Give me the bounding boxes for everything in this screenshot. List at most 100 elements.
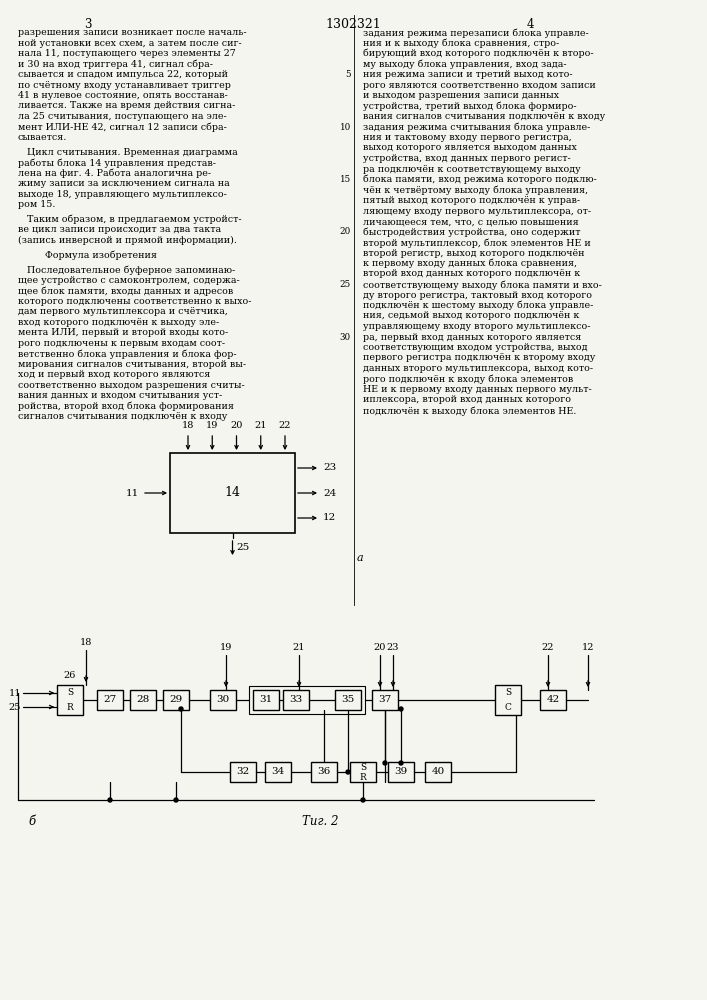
Text: 30: 30 xyxy=(216,696,230,704)
Text: сигналов считывания подключён к входу: сигналов считывания подключён к входу xyxy=(18,412,228,421)
Text: 27: 27 xyxy=(103,696,117,704)
Text: 41 в нулевое состояние, опять восстанав-: 41 в нулевое состояние, опять восстанав- xyxy=(18,91,228,100)
Text: 21: 21 xyxy=(293,643,305,652)
Text: 14: 14 xyxy=(225,487,240,499)
Text: и выходом разрешения записи данных: и выходом разрешения записи данных xyxy=(363,91,559,100)
Text: соответствующим входом устройства, выход: соответствующим входом устройства, выход xyxy=(363,343,588,352)
Bar xyxy=(335,690,361,710)
Text: 29: 29 xyxy=(170,696,182,704)
Text: ра подключён к соответствующему выходу: ра подключён к соответствующему выходу xyxy=(363,164,580,174)
Text: иплексора, второй вход данных которого: иплексора, второй вход данных которого xyxy=(363,395,571,404)
Text: 28: 28 xyxy=(136,696,150,704)
Text: ла 25 считывания, поступающего на эле-: ла 25 считывания, поступающего на эле- xyxy=(18,112,227,121)
Circle shape xyxy=(179,707,183,711)
Text: 12: 12 xyxy=(582,643,595,652)
Text: ливается. Также на время действия сигна-: ливается. Также на время действия сигна- xyxy=(18,102,235,110)
Bar xyxy=(210,690,236,710)
Text: щее устройство с самоконтролем, содержа-: щее устройство с самоконтролем, содержа- xyxy=(18,276,240,285)
Text: ду второго регистра, тактовый вход которого: ду второго регистра, тактовый вход котор… xyxy=(363,290,592,300)
Text: управляющему входу второго мультиплексо-: управляющему входу второго мультиплексо- xyxy=(363,322,590,331)
Text: 15: 15 xyxy=(340,175,351,184)
Circle shape xyxy=(346,770,350,774)
Text: соответственно выходом разрешения считы-: соответственно выходом разрешения считы- xyxy=(18,381,245,390)
Bar xyxy=(249,686,365,714)
Text: R: R xyxy=(360,772,366,782)
Bar xyxy=(388,762,414,782)
Text: мента ИЛИ, первый и второй входы кото-: мента ИЛИ, первый и второй входы кото- xyxy=(18,328,228,337)
Text: 25: 25 xyxy=(8,702,21,712)
Text: ния и к выходу блока сравнения, стро-: ния и к выходу блока сравнения, стро- xyxy=(363,38,559,48)
Text: быстродействия устройства, оно содержит: быстродействия устройства, оно содержит xyxy=(363,228,580,237)
Text: ра, первый вход данных которого является: ра, первый вход данных которого является xyxy=(363,332,581,342)
Text: 25: 25 xyxy=(340,280,351,289)
Text: и 30 на вход триггера 41, сигнал сбра-: и 30 на вход триггера 41, сигнал сбра- xyxy=(18,60,213,69)
Text: второй мультиплексор, блок элементов НЕ и: второй мультиплексор, блок элементов НЕ … xyxy=(363,238,591,247)
Text: S: S xyxy=(505,688,511,697)
Text: ройства, второй вход блока формирования: ройства, второй вход блока формирования xyxy=(18,402,234,411)
Text: 19: 19 xyxy=(220,643,232,652)
Text: устройства, вход данных первого регист-: устройства, вход данных первого регист- xyxy=(363,154,571,163)
Text: ния, седьмой выход которого подключён к: ния, седьмой выход которого подключён к xyxy=(363,312,579,320)
Text: Τиг. 2: Τиг. 2 xyxy=(302,815,338,828)
Text: 23: 23 xyxy=(323,464,337,473)
Text: бирующий вход которого подключён к второ-: бирующий вход которого подключён к второ… xyxy=(363,49,594,58)
Text: (запись инверсной и прямой информации).: (запись инверсной и прямой информации). xyxy=(18,236,237,245)
Text: 20: 20 xyxy=(230,421,243,430)
Text: вход которого подключён к выходу эле-: вход которого подключён к выходу эле- xyxy=(18,318,219,327)
Text: ход и первый вход которого являются: ход и первый вход которого являются xyxy=(18,370,211,379)
Text: 1302321: 1302321 xyxy=(325,18,381,31)
Text: ния режима записи и третий выход кото-: ния режима записи и третий выход кото- xyxy=(363,70,573,79)
Bar xyxy=(170,453,295,533)
Text: мирования сигналов считывания, второй вы-: мирования сигналов считывания, второй вы… xyxy=(18,360,246,369)
Text: которого подключены соответственно к выхо-: которого подключены соответственно к вых… xyxy=(18,297,252,306)
Text: 40: 40 xyxy=(431,768,445,776)
Text: 24: 24 xyxy=(323,488,337,497)
Text: 3: 3 xyxy=(84,18,92,31)
Text: ве цикл записи происходит за два такта: ве цикл записи происходит за два такта xyxy=(18,225,221,234)
Text: 19: 19 xyxy=(206,421,218,430)
Text: 20: 20 xyxy=(374,643,386,652)
Text: 39: 39 xyxy=(395,768,408,776)
Text: дам первого мультиплексора и счётчика,: дам первого мультиплексора и счётчика, xyxy=(18,307,228,316)
Text: работы блока 14 управления представ-: работы блока 14 управления представ- xyxy=(18,158,216,168)
Text: 26: 26 xyxy=(64,671,76,680)
Text: мент ИЛИ-НЕ 42, сигнал 12 записи сбра-: мент ИЛИ-НЕ 42, сигнал 12 записи сбра- xyxy=(18,122,227,132)
Text: 21: 21 xyxy=(255,421,267,430)
Text: 20: 20 xyxy=(340,228,351,236)
Bar xyxy=(283,690,309,710)
Text: выходе 18, управляющего мультиплексо-: выходе 18, управляющего мультиплексо- xyxy=(18,190,227,199)
Text: соответствующему выходу блока памяти и вхо-: соответствующему выходу блока памяти и в… xyxy=(363,280,602,290)
Text: 11: 11 xyxy=(126,488,139,497)
Text: пятый выход которого подключён к управ-: пятый выход которого подключён к управ- xyxy=(363,196,580,205)
Text: б: б xyxy=(28,815,35,828)
Text: R: R xyxy=(66,703,74,712)
Text: ния и тактовому входу первого регистра,: ния и тактовому входу первого регистра, xyxy=(363,133,572,142)
Text: личающееся тем, что, с целью повышения: личающееся тем, что, с целью повышения xyxy=(363,217,579,226)
Text: выход которого является выходом данных: выход которого является выходом данных xyxy=(363,143,577,152)
Text: нала 11, поступающего через элементы 27: нала 11, поступающего через элементы 27 xyxy=(18,49,235,58)
Text: второй вход данных которого подключён к: второй вход данных которого подключён к xyxy=(363,269,580,278)
Text: 18: 18 xyxy=(182,421,194,430)
Text: НЕ и к первому входу данных первого мульт-: НЕ и к первому входу данных первого муль… xyxy=(363,385,592,394)
Bar xyxy=(130,690,156,710)
Text: рого являются соответственно входом записи: рого являются соответственно входом запи… xyxy=(363,81,596,90)
Text: разрешения записи возникает после началь-: разрешения записи возникает после началь… xyxy=(18,28,247,37)
Text: подключён к выходу блока элементов НЕ.: подключён к выходу блока элементов НЕ. xyxy=(363,406,576,416)
Text: Формула изобретения: Формула изобретения xyxy=(18,251,157,260)
Text: блока памяти, вход режима которого подклю-: блока памяти, вход режима которого подкл… xyxy=(363,175,597,184)
Bar xyxy=(97,690,123,710)
Text: рого подключены к первым входам соот-: рого подключены к первым входам соот- xyxy=(18,339,225,348)
Bar xyxy=(163,690,189,710)
Text: 32: 32 xyxy=(236,768,250,776)
Text: вания данных и входом считывания уст-: вания данных и входом считывания уст- xyxy=(18,391,222,400)
Bar xyxy=(265,762,291,782)
Text: щее блок памяти, входы данных и адресов: щее блок памяти, входы данных и адресов xyxy=(18,286,233,296)
Text: 30: 30 xyxy=(340,332,351,342)
Text: задания режима считывания блока управле-: задания режима считывания блока управле- xyxy=(363,122,590,132)
Text: сывается и спадом импульса 22, который: сывается и спадом импульса 22, который xyxy=(18,70,228,79)
Text: сывается.: сывается. xyxy=(18,133,67,142)
Bar xyxy=(311,762,337,782)
Text: ром 15.: ром 15. xyxy=(18,200,55,209)
Bar xyxy=(540,690,566,710)
Text: му выходу блока управления, вход зада-: му выходу блока управления, вход зада- xyxy=(363,60,566,69)
